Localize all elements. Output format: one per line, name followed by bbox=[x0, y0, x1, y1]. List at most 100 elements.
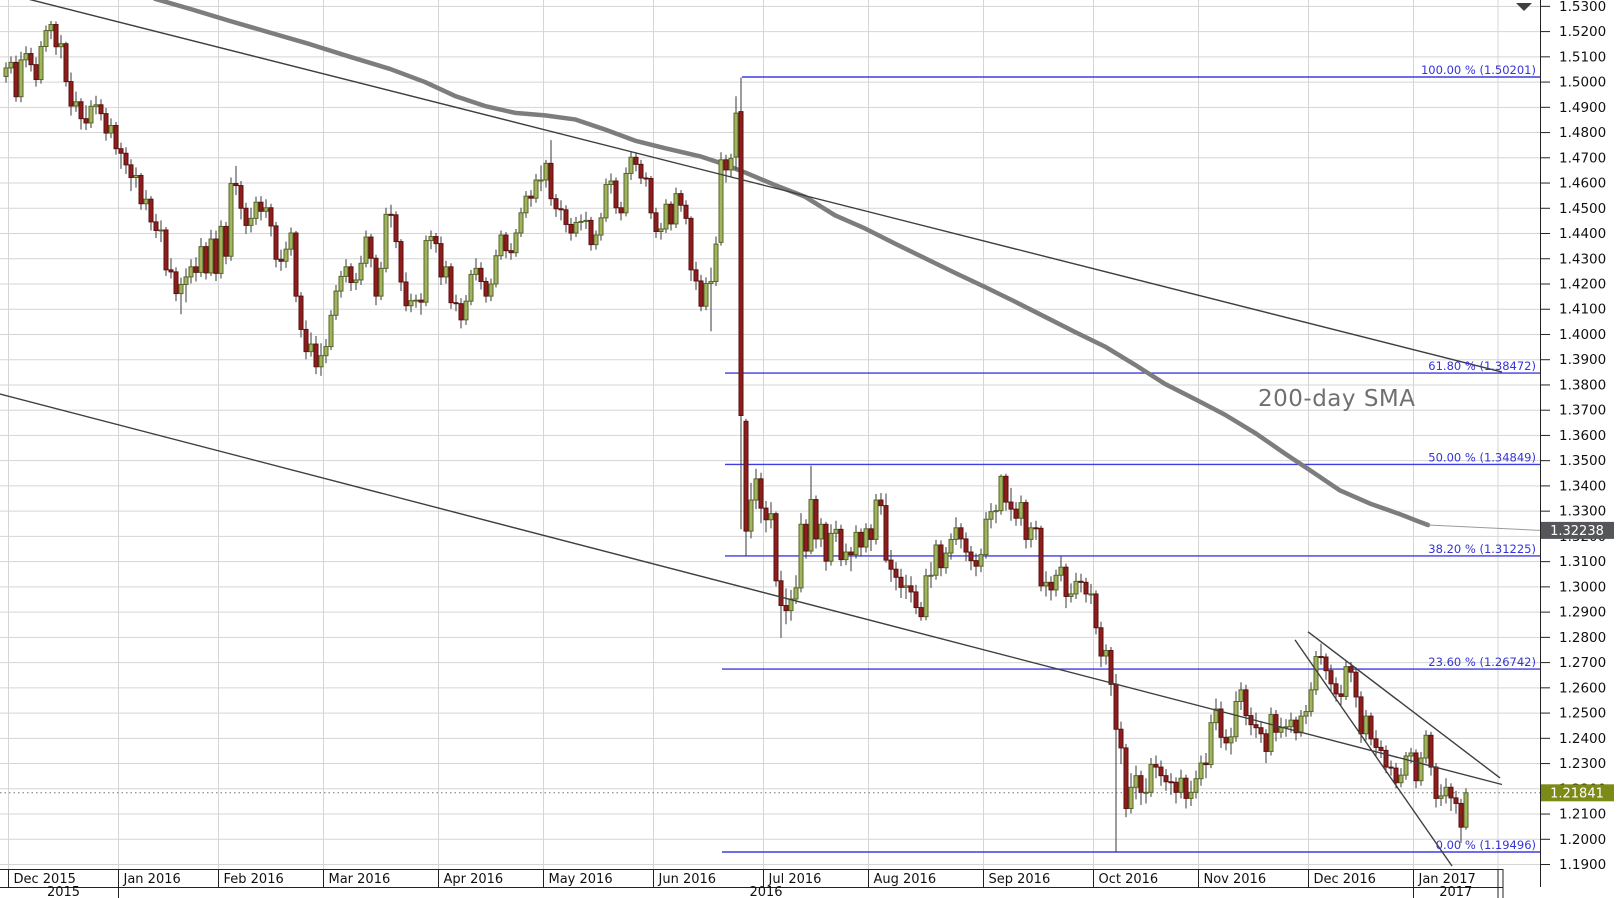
candle-up bbox=[338, 275, 344, 292]
candle-down bbox=[388, 213, 394, 216]
candle-down bbox=[698, 280, 704, 307]
candle-down bbox=[103, 113, 109, 134]
svg-text:1.2800: 1.2800 bbox=[1559, 630, 1606, 646]
candle-down bbox=[1033, 527, 1039, 530]
candle-up bbox=[468, 273, 474, 302]
candle-down bbox=[1393, 767, 1399, 784]
candle-down bbox=[1328, 670, 1334, 685]
svg-text:1.4100: 1.4100 bbox=[1559, 302, 1606, 318]
candle-up bbox=[628, 156, 634, 174]
candle-down bbox=[823, 523, 829, 562]
candle-up bbox=[1423, 734, 1429, 759]
svg-text:1.3600: 1.3600 bbox=[1559, 428, 1606, 444]
candle-up bbox=[473, 267, 479, 275]
candle-down bbox=[433, 236, 439, 245]
candle-down bbox=[1013, 508, 1019, 519]
candle-down bbox=[1388, 766, 1394, 769]
candle-up bbox=[1148, 764, 1154, 793]
candle-down bbox=[958, 527, 964, 540]
candle-up bbox=[953, 527, 959, 540]
candle-down bbox=[688, 217, 694, 271]
candle-up bbox=[1133, 775, 1139, 788]
candle-down bbox=[1243, 689, 1249, 717]
svg-text:Jan 2016: Jan 2016 bbox=[123, 872, 181, 887]
candle-up bbox=[443, 266, 449, 278]
candle-down bbox=[643, 177, 649, 180]
candle-down bbox=[528, 195, 534, 199]
svg-text:1.4300: 1.4300 bbox=[1559, 251, 1606, 267]
candle-up bbox=[578, 220, 584, 223]
candle-down bbox=[273, 225, 279, 260]
candle-down bbox=[908, 585, 914, 593]
candle-up bbox=[1238, 689, 1244, 702]
candle-up bbox=[48, 24, 54, 32]
candle-up bbox=[603, 184, 609, 219]
horizontal-gridlines bbox=[0, 5, 1540, 866]
candle-up bbox=[23, 53, 29, 61]
candle-up bbox=[948, 538, 954, 554]
candle-down bbox=[418, 299, 424, 303]
candle-up bbox=[1043, 581, 1049, 587]
candle-up bbox=[493, 255, 499, 285]
candle-down bbox=[1318, 656, 1324, 659]
candle-down bbox=[938, 544, 944, 569]
candle-up bbox=[993, 510, 999, 513]
candle-up bbox=[498, 234, 504, 257]
candle-up bbox=[1028, 527, 1034, 540]
candle-up bbox=[428, 236, 434, 242]
svg-text:1.2100: 1.2100 bbox=[1559, 807, 1606, 823]
candle-down bbox=[968, 551, 974, 562]
candle-down bbox=[148, 198, 154, 223]
candle-down bbox=[868, 528, 874, 540]
candle-up bbox=[158, 229, 164, 232]
candle-up bbox=[333, 290, 339, 316]
candle-down bbox=[483, 280, 489, 297]
candle-down bbox=[1113, 683, 1119, 730]
candle-down bbox=[783, 605, 789, 612]
candle-up bbox=[808, 499, 814, 552]
candle-up bbox=[1128, 786, 1134, 809]
candle-up bbox=[1068, 593, 1074, 597]
candle-down bbox=[918, 607, 924, 618]
svg-text:Apr 2016: Apr 2016 bbox=[444, 872, 504, 887]
candle-up bbox=[1213, 708, 1219, 724]
svg-text:Jan 2017: Jan 2017 bbox=[1418, 872, 1476, 887]
candle-up bbox=[1298, 715, 1304, 734]
candle-down bbox=[398, 241, 404, 283]
candle-down bbox=[648, 177, 654, 214]
candle-up bbox=[998, 475, 1004, 512]
candle-down bbox=[743, 420, 749, 532]
candle-up bbox=[463, 300, 469, 321]
svg-text:May 2016: May 2016 bbox=[549, 872, 613, 887]
svg-text:Dec 2015: Dec 2015 bbox=[14, 872, 76, 887]
candle-up bbox=[538, 179, 544, 182]
candle-up bbox=[673, 193, 679, 225]
svg-text:1.3000: 1.3000 bbox=[1559, 579, 1606, 595]
candle-down bbox=[53, 24, 59, 48]
candle-down bbox=[128, 164, 134, 178]
candle-down bbox=[508, 250, 514, 254]
candle-up bbox=[623, 172, 629, 214]
candle-up bbox=[308, 343, 314, 353]
candle-up bbox=[413, 299, 419, 302]
candle-down bbox=[478, 267, 484, 282]
svg-text:1.3700: 1.3700 bbox=[1559, 403, 1606, 419]
candle-down bbox=[763, 507, 769, 521]
candle-down bbox=[618, 207, 624, 214]
candle-down bbox=[1218, 708, 1224, 738]
svg-text:38.20 % (1.31225): 38.20 % (1.31225) bbox=[1428, 542, 1536, 556]
candle-up bbox=[593, 234, 599, 246]
candle-up bbox=[753, 478, 759, 501]
svg-text:Jun 2016: Jun 2016 bbox=[658, 872, 717, 887]
svg-text:1.2600: 1.2600 bbox=[1559, 680, 1606, 696]
axis-scroll-triangle-icon[interactable] bbox=[1516, 3, 1532, 11]
price-badge bbox=[1541, 784, 1614, 802]
candle-up bbox=[768, 513, 774, 521]
candle-down bbox=[913, 591, 919, 609]
candle-down bbox=[1118, 728, 1124, 749]
candle-down bbox=[1338, 693, 1344, 697]
svg-text:1.32238: 1.32238 bbox=[1550, 524, 1604, 539]
candle-down bbox=[83, 118, 89, 124]
candle-up bbox=[218, 225, 224, 274]
